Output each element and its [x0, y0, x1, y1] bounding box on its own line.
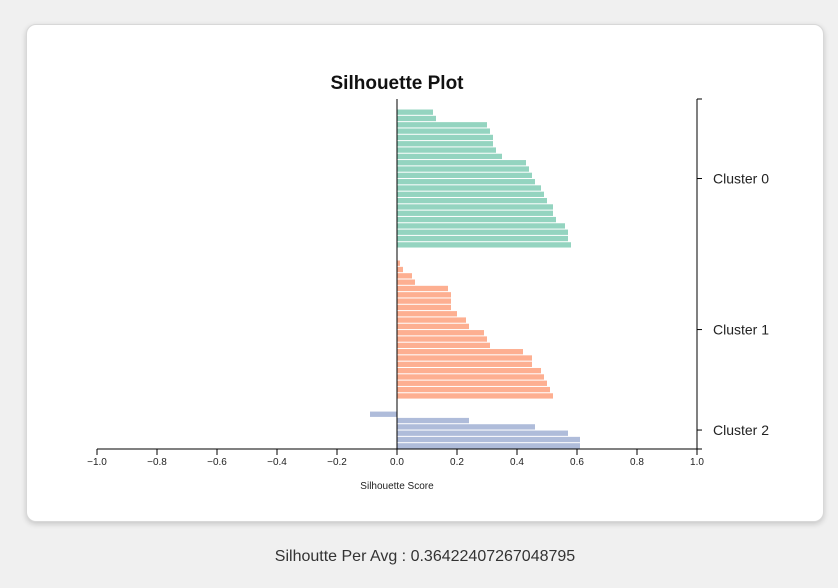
silhouette-bar — [397, 323, 469, 330]
cluster-label: Cluster 1 — [713, 322, 769, 338]
x-tick-label: −1.0 — [87, 457, 107, 468]
silhouette-bar — [397, 367, 541, 374]
silhouette-bar — [397, 197, 547, 204]
silhouette-bar — [397, 386, 550, 393]
x-tick-label: −0.8 — [147, 457, 167, 468]
silhouette-bar — [397, 172, 532, 179]
silhouette-bar — [397, 122, 487, 128]
silhouette-bar — [397, 210, 553, 216]
silhouette-bar — [397, 242, 571, 248]
silhouette-bar — [397, 292, 451, 298]
axes-layer: Cluster 0 Cluster 1 Cluster 2 −1.0 −0.8 −0.6 −… — [87, 98, 769, 468]
silhouette-bar — [397, 235, 568, 242]
silhouette-bar — [397, 153, 502, 160]
silhouette-bar — [397, 285, 448, 292]
silhouette-bar — [370, 411, 397, 417]
silhouette-bar — [397, 147, 496, 153]
silhouette-bar — [397, 311, 457, 317]
silhouette-bar — [397, 273, 412, 279]
silhouette-bar — [397, 179, 535, 185]
chart-card: Silhouette Plot Cluster 0 Cluster 1 Cluste… — [26, 24, 824, 522]
silhouette-bar — [397, 349, 523, 355]
x-tick-label: 0.2 — [450, 457, 464, 468]
silhouette-average-label: Silhoutte Per Avg : — [274, 548, 411, 565]
silhouette-bar — [397, 216, 556, 223]
silhouette-bar — [397, 330, 484, 336]
silhouette-bar — [397, 298, 451, 304]
silhouette-bar — [397, 417, 469, 424]
silhouette-bar — [397, 229, 568, 235]
silhouette-bar — [397, 109, 433, 115]
silhouette-bar — [397, 128, 490, 134]
silhouette-bar — [397, 424, 535, 430]
silhouette-average-value: 0.36422407267048795 — [410, 548, 576, 565]
silhouette-bar — [397, 443, 580, 449]
chart-title: Silhouette Plot — [331, 73, 465, 94]
silhouette-bar — [397, 266, 403, 273]
x-tick-label: 0.8 — [630, 457, 644, 468]
silhouette-average-text: Silhoutte Per Avg : 0.36422407267048795 — [0, 548, 838, 566]
silhouette-bar — [397, 374, 544, 380]
silhouette-bar — [397, 166, 529, 172]
silhouette-bar — [397, 393, 553, 399]
silhouette-bar — [397, 141, 493, 147]
silhouette-bar — [397, 342, 490, 349]
silhouette-bar — [397, 260, 400, 266]
silhouette-bar — [397, 279, 415, 285]
silhouette-bar — [397, 380, 547, 386]
silhouette-bar — [397, 355, 532, 361]
x-tick-label: 0.6 — [570, 457, 584, 468]
silhouette-bar — [397, 134, 493, 141]
x-tick-label: −0.4 — [267, 457, 287, 468]
x-tick-label: 1.0 — [690, 457, 704, 468]
silhouette-bar — [397, 361, 532, 367]
x-axis-label: Silhouette Score — [360, 481, 434, 492]
x-tick-label: 0.4 — [510, 457, 524, 468]
silhouette-bar — [397, 185, 541, 191]
bars-layer — [370, 109, 580, 449]
silhouette-bar — [397, 436, 580, 443]
x-tick-label: 0.0 — [390, 457, 404, 468]
cluster-label: Cluster 0 — [713, 171, 769, 187]
silhouette-bar — [397, 115, 436, 122]
cluster-label: Cluster 2 — [713, 422, 769, 438]
silhouette-bar — [397, 160, 526, 166]
silhouette-bar — [397, 430, 568, 436]
x-tick-label: −0.2 — [327, 457, 347, 468]
silhouette-bar — [397, 223, 565, 229]
silhouette-bar — [397, 336, 487, 342]
x-tick-label: −0.6 — [207, 457, 227, 468]
silhouette-bar — [397, 317, 466, 323]
silhouette-bar — [397, 204, 553, 210]
silhouette-bar — [397, 304, 451, 311]
silhouette-bar — [397, 191, 544, 197]
